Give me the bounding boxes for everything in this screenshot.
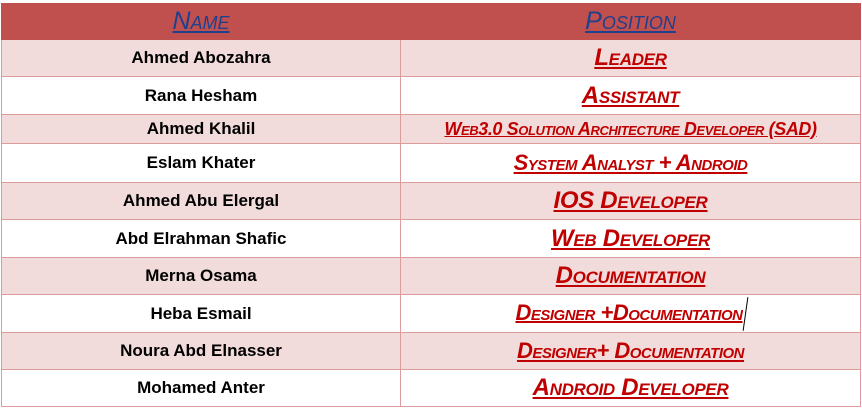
member-position-cell: Designer +Documentation [400, 294, 861, 333]
member-name: Merna Osama [1, 257, 401, 295]
name-column-header: Name [1, 3, 401, 40]
member-name: Heba Esmail [1, 294, 401, 333]
member-position: System Analyst + Android [400, 143, 861, 183]
table-row: Mohamed Anter Android Developer [1, 369, 861, 407]
position-column-header: Position [400, 3, 861, 40]
member-position: Android Developer [400, 369, 861, 407]
table-row: Ahmed Abozahra Leader [1, 39, 861, 77]
table-row: Merna Osama Documentation [1, 257, 861, 295]
table-row: Eslam Khater System Analyst + Android [1, 143, 861, 183]
table-row: Abd Elrahman Shafic Web Developer [1, 219, 861, 258]
member-name: Ahmed Abozahra [1, 39, 401, 77]
member-position: Web Developer [400, 219, 861, 258]
member-name: Noura Abd Elnasser [1, 332, 401, 370]
member-name: Mohamed Anter [1, 369, 401, 407]
member-position: Assistant [400, 76, 861, 115]
member-position: IOS Developer [400, 182, 861, 220]
table-row: Rana Hesham Assistant [1, 76, 861, 115]
table-row: Noura Abd Elnasser Designer+ Documentati… [1, 332, 861, 370]
header-row: Name Position [1, 3, 861, 40]
table-body: Ahmed Abozahra Leader Rana Hesham Assist… [1, 39, 861, 407]
table-row: Heba Esmail Designer +Documentation [1, 294, 861, 333]
member-position: Designer+ Documentation [400, 332, 861, 370]
member-name: Rana Hesham [1, 76, 401, 115]
member-name: Eslam Khater [1, 143, 401, 183]
member-name: Abd Elrahman Shafic [1, 219, 401, 258]
table-row: Ahmed Khalil Web3.0 Solution Architectur… [1, 114, 861, 144]
member-position: Leader [400, 39, 861, 77]
member-name: Ahmed Abu Elergal [1, 182, 401, 220]
member-position: Web3.0 Solution Architecture Developer (… [400, 114, 861, 144]
member-position: Documentation [400, 257, 861, 295]
member-position: Designer +Documentation [515, 299, 743, 325]
member-name: Ahmed Khalil [1, 114, 401, 144]
table-row: Ahmed Abu Elergal IOS Developer [1, 182, 861, 220]
team-table: Name Position Ahmed Abozahra Leader Rana… [1, 3, 861, 407]
table-header: Name Position [1, 3, 861, 40]
